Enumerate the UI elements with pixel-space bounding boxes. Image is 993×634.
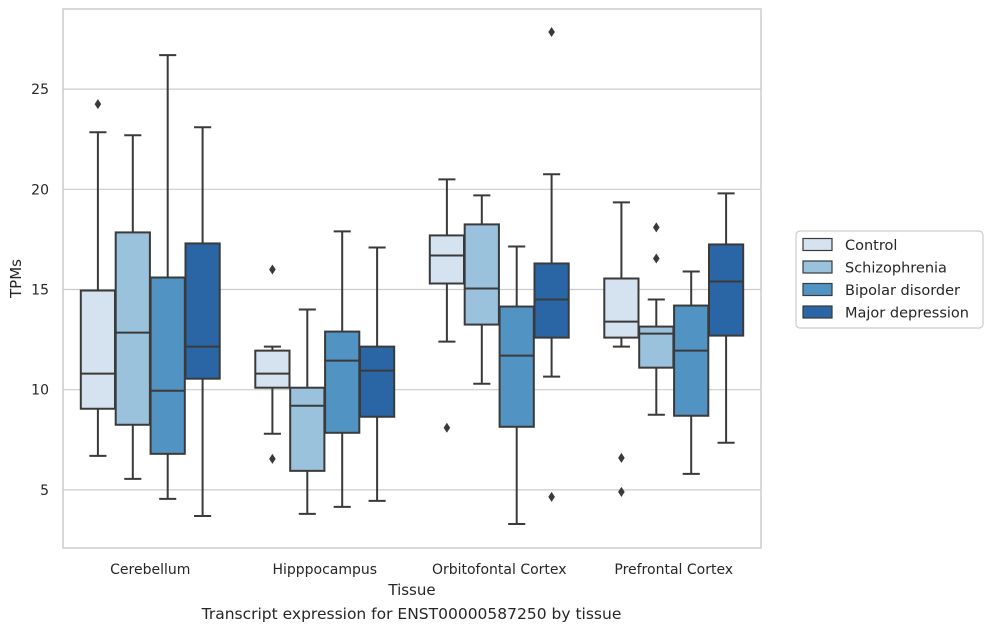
x-tick-label: Hipppocampus (272, 562, 377, 578)
chart-caption: Transcript expression for ENST0000058725… (201, 605, 622, 623)
iqr-box (428, 234, 466, 285)
legend-label: Major depression (845, 306, 969, 322)
series-schizophrenia (114, 134, 675, 515)
iqr-box (289, 386, 326, 472)
outlier-point (443, 422, 451, 433)
legend-swatch (802, 305, 833, 319)
series-bipolar-disorder (149, 54, 710, 525)
box-plot (358, 246, 396, 502)
box-plot (498, 245, 535, 525)
iqr-box (498, 305, 535, 428)
box-series-group (79, 27, 745, 525)
box-plot (673, 270, 710, 475)
iqr-box (707, 243, 745, 337)
outlier-point (618, 486, 625, 497)
iqr-box (184, 242, 221, 380)
y-tick-labels: 5 10 15 20 25 (31, 82, 49, 499)
box-plot (603, 201, 640, 497)
x-tick-labels: Cerebellum Hipppocampus Orbitofontal Corte… (110, 562, 733, 578)
x-tick-label: Cerebellum (110, 562, 190, 578)
iqr-box (114, 231, 151, 426)
box-plot (149, 54, 186, 500)
outlier-point (548, 27, 555, 38)
y-tick-label: 25 (31, 82, 49, 98)
legend-swatch (802, 237, 833, 252)
y-tick-label: 20 (31, 182, 49, 198)
box-plot (79, 99, 117, 457)
box-plot (428, 178, 466, 433)
box-plot (638, 222, 675, 416)
x-axis-label: Tissue (387, 581, 435, 599)
outlier-point (269, 264, 276, 275)
iqr-box (79, 289, 117, 410)
legend-label: Bipolar disorder (845, 283, 960, 299)
box-plot (254, 264, 291, 464)
x-tick-label: Prefrontal Cortex (614, 562, 733, 578)
iqr-box (149, 276, 186, 455)
legend-frame (795, 230, 984, 329)
outlier-point (653, 253, 660, 264)
outlier-point (618, 452, 625, 463)
box-plot (707, 192, 745, 444)
outlier-point (269, 453, 276, 464)
box-plot (463, 194, 500, 385)
box-plot (533, 27, 570, 502)
outlier-point (548, 491, 555, 502)
legend: Control Schizophrenia Bipolar disorder Majo… (795, 230, 984, 329)
plot-area-frame (62, 8, 762, 549)
iqr-box (603, 277, 640, 339)
legend-swatch (802, 260, 833, 274)
iqr-box (358, 345, 396, 418)
legend-swatch (802, 282, 833, 297)
box-plot (114, 134, 151, 480)
iqr-box (533, 262, 570, 339)
box-plot (289, 308, 326, 515)
box-plot (184, 126, 221, 517)
y-tick-label: 10 (31, 383, 49, 399)
outlier-point (653, 222, 660, 233)
box-plot (324, 230, 361, 508)
iqr-box (324, 330, 361, 434)
iqr-box (673, 304, 710, 417)
series-major-depression (184, 27, 745, 517)
legend-label: Control (845, 238, 897, 254)
y-tick-label: 5 (40, 483, 49, 499)
x-tick-label: Orbitofontal Cortex (432, 562, 567, 578)
y-axis-label: TPMs (7, 259, 25, 299)
outlier-point (94, 99, 102, 110)
y-tick-label: 15 (31, 283, 49, 299)
legend-label: Schizophrenia (845, 261, 947, 277)
iqr-box (254, 349, 291, 389)
iqr-box (463, 223, 500, 326)
